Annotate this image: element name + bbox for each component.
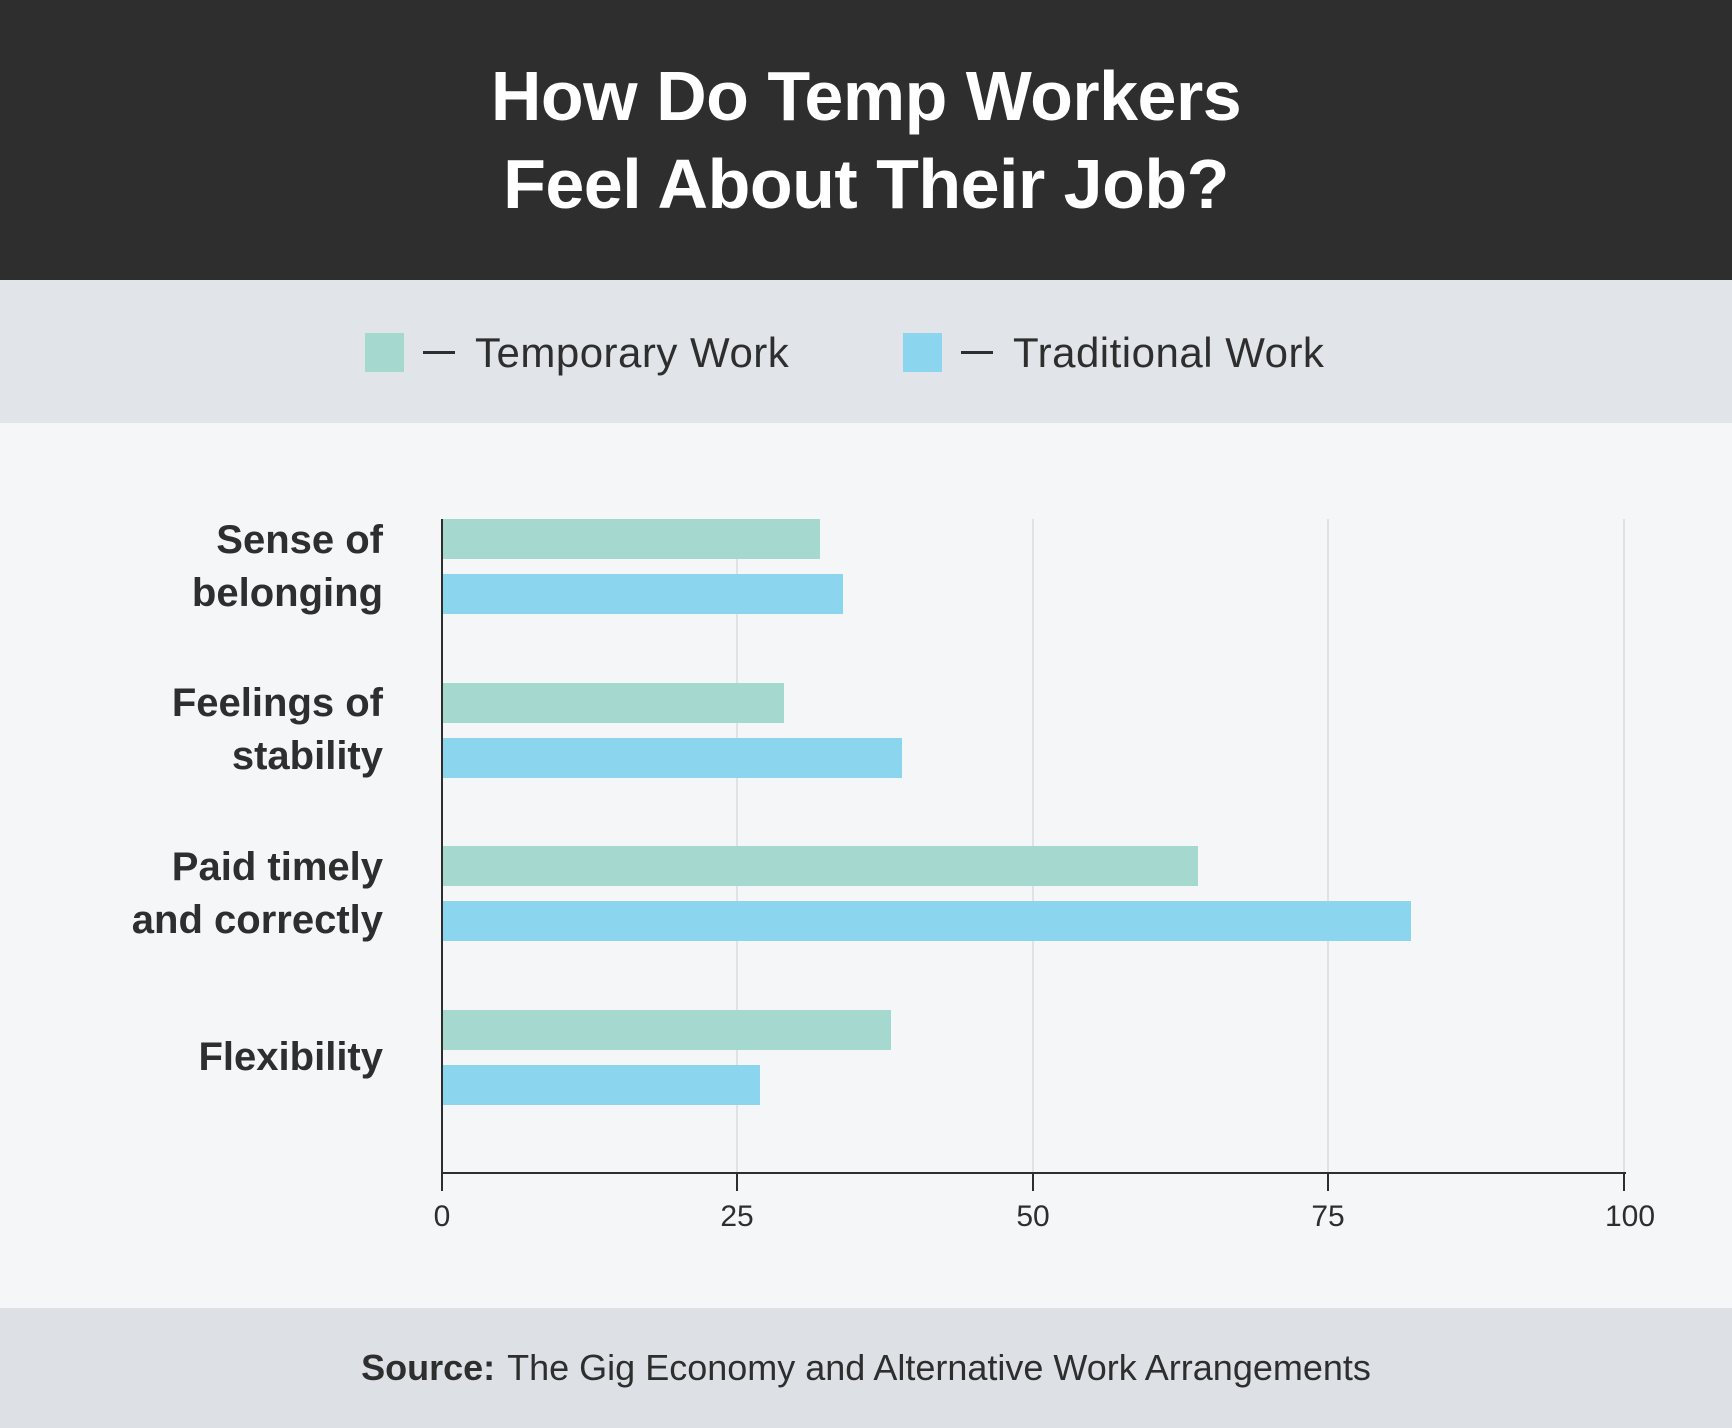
category-label-line: Paid timely — [171, 845, 383, 889]
category-label-line: and correctly — [131, 898, 383, 942]
category-label-paid-timely: Paid timely and correctly — [43, 841, 383, 947]
bar-temporary-sense-of-belonging — [443, 519, 820, 559]
x-tick-25 — [736, 1173, 738, 1191]
bar-traditional-flexibility — [443, 1065, 761, 1105]
bar-temporary-flexibility — [443, 1010, 891, 1050]
legend-swatch-temporary — [365, 333, 404, 372]
source-footer: Source: The Gig Economy and Alternative W… — [0, 1308, 1732, 1428]
category-label-line: Feelings of — [171, 681, 383, 725]
legend-swatch-traditional — [903, 333, 942, 372]
bar-temporary-feelings-of-stability — [443, 683, 785, 723]
x-tick-label-0: 0 — [433, 1200, 451, 1233]
bar-traditional-sense-of-belonging — [443, 574, 844, 614]
chart-title-line-1: How Do Temp Workers — [490, 57, 1242, 135]
legend-item-temporary: Temporary Work — [365, 329, 789, 376]
x-tick-100 — [1623, 1173, 1625, 1191]
legend-item-traditional: Traditional Work — [903, 329, 1324, 376]
y-axis-line — [441, 519, 443, 1174]
x-tick-label-50: 50 — [1016, 1200, 1050, 1233]
gridline-75 — [1327, 519, 1329, 1173]
legend-dash-icon — [423, 351, 455, 354]
legend: Temporary Work Traditional Work — [0, 280, 1732, 423]
source-key: Source: — [361, 1347, 496, 1388]
category-label-flexibility: Flexibility — [43, 1031, 384, 1084]
x-tick-0 — [441, 1173, 443, 1191]
x-tick-label-100: 100 — [1604, 1200, 1656, 1233]
category-label-sense-of-belonging: Sense of belonging — [43, 514, 383, 620]
category-label-line: Sense of — [216, 518, 383, 562]
x-tick-label-75: 75 — [1311, 1200, 1345, 1233]
chart-title-line-2: Feel About Their Job? — [503, 145, 1229, 223]
bar-temporary-paid-timely — [443, 846, 1199, 886]
source-text: The Gig Economy and Alternative Work Arr… — [507, 1347, 1371, 1388]
x-tick-75 — [1327, 1173, 1329, 1191]
bar-traditional-feelings-of-stability — [443, 738, 903, 778]
x-tick-label-25: 25 — [720, 1200, 754, 1233]
bar-traditional-paid-timely — [443, 901, 1412, 941]
category-label-line: Flexibility — [198, 1035, 384, 1079]
category-label-line: belonging — [191, 571, 383, 615]
chart-header: How Do Temp Workers Feel About Their Job… — [0, 0, 1732, 280]
category-label-feelings-of-stability: Feelings of stability — [43, 677, 383, 783]
legend-label-temporary: Temporary Work — [475, 328, 790, 376]
source-citation: Source: The Gig Economy and Alternative W… — [361, 1347, 1371, 1389]
legend-dash-icon — [961, 351, 993, 354]
gridline-100 — [1623, 519, 1625, 1173]
category-label-line: stability — [231, 734, 383, 778]
x-tick-50 — [1032, 1173, 1034, 1191]
legend-label-traditional: Traditional Work — [1013, 328, 1325, 376]
